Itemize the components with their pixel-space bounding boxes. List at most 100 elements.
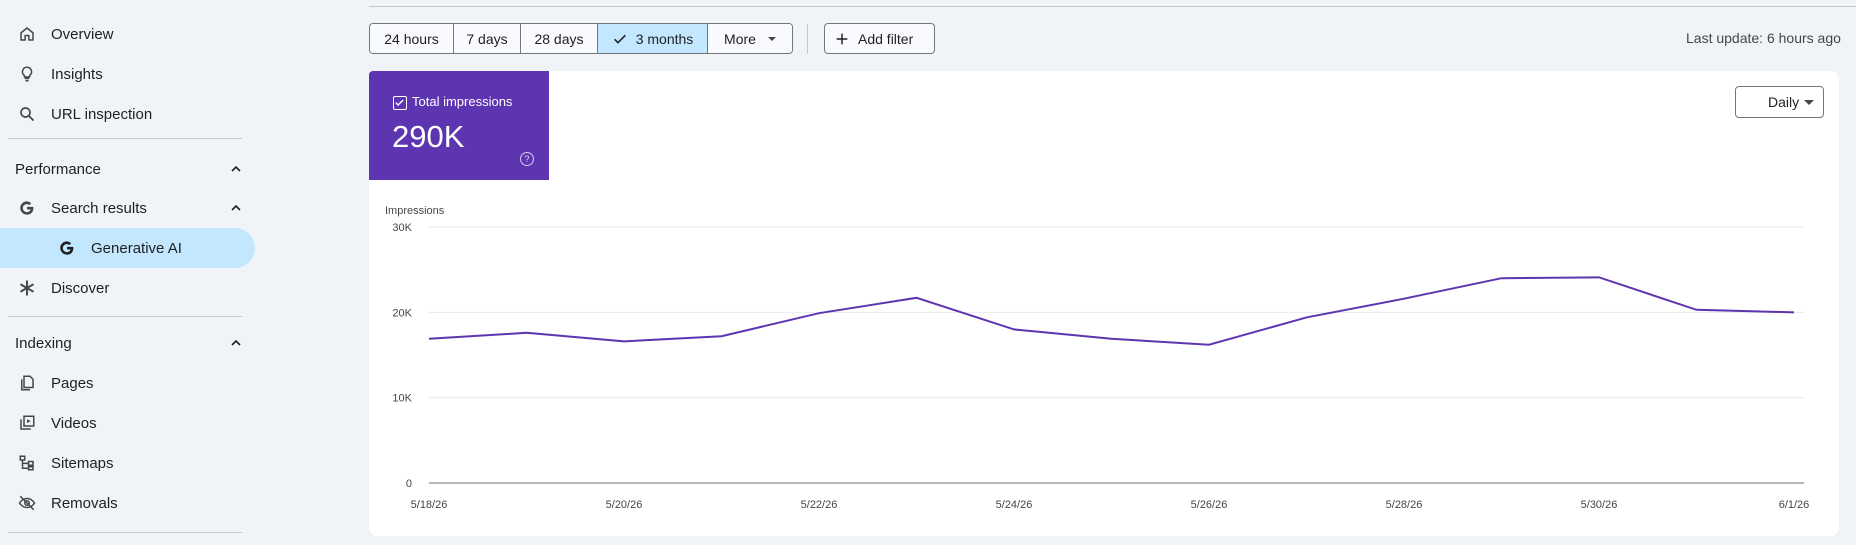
google-g-icon bbox=[17, 198, 37, 218]
range-label: More bbox=[724, 30, 756, 47]
caret-down-icon bbox=[1804, 100, 1814, 105]
sidebar-item-generative-ai[interactable]: Generative AI bbox=[0, 228, 255, 268]
sidebar-item-label: Removals bbox=[51, 494, 118, 512]
top-divider bbox=[369, 6, 1856, 7]
range-label: 7 days bbox=[466, 30, 508, 47]
data-point[interactable] bbox=[1203, 339, 1215, 351]
data-point[interactable] bbox=[423, 333, 435, 345]
range-28-days-button[interactable]: 28 days bbox=[521, 24, 598, 53]
sitemaps-icon bbox=[17, 453, 37, 473]
total-impressions-metric[interactable]: Total impressions 290K ? bbox=[369, 71, 549, 180]
sidebar-item-sitemaps[interactable]: Sitemaps bbox=[0, 443, 255, 483]
asterisk-icon bbox=[17, 278, 37, 298]
data-point[interactable] bbox=[1398, 293, 1410, 305]
range-label: 28 days bbox=[534, 30, 584, 47]
y-tick-label: 0 bbox=[406, 478, 412, 490]
add-filter-label: Add filter bbox=[858, 30, 914, 47]
sidebar-item-removals[interactable]: Removals bbox=[0, 483, 255, 523]
sidebar-item-discover[interactable]: Discover bbox=[0, 268, 255, 308]
data-point[interactable] bbox=[1106, 333, 1118, 345]
sidebar-item-label: Pages bbox=[51, 374, 94, 392]
sidebar-item-label: Search results bbox=[51, 199, 147, 217]
sidebar-item-search-results[interactable]: Search results bbox=[0, 188, 255, 228]
y-axis-label: Impressions bbox=[385, 205, 445, 217]
metric-value: 290K bbox=[392, 119, 465, 154]
check-icon bbox=[613, 34, 626, 44]
sidebar-item-label: Videos bbox=[51, 414, 97, 432]
data-point[interactable] bbox=[521, 327, 533, 339]
x-tick-label: 6/1/26 bbox=[1779, 499, 1810, 511]
sidebar-item-pages[interactable]: Pages bbox=[0, 363, 255, 403]
chevron-up-icon bbox=[231, 339, 241, 346]
data-point[interactable] bbox=[1593, 271, 1605, 283]
section-label: Performance bbox=[15, 160, 101, 178]
data-point[interactable] bbox=[1788, 306, 1800, 318]
sidebar-item-overview[interactable]: Overview bbox=[0, 14, 255, 54]
data-point[interactable] bbox=[911, 292, 923, 304]
x-tick-label: 5/22/26 bbox=[801, 499, 838, 511]
google-g-icon bbox=[57, 238, 77, 258]
data-point[interactable] bbox=[716, 330, 728, 342]
check-icon bbox=[395, 99, 404, 107]
range-more-button[interactable]: More bbox=[708, 24, 792, 53]
section-label: Indexing bbox=[15, 334, 72, 352]
sidebar-item-label: Generative AI bbox=[91, 239, 182, 257]
add-filter-button[interactable]: Add filter bbox=[824, 23, 935, 54]
last-update-text: Last update: 6 hours ago bbox=[1686, 30, 1841, 46]
sidebar-divider bbox=[8, 138, 242, 139]
x-tick-label: 5/18/26 bbox=[411, 499, 448, 511]
sidebar-section-performance[interactable]: Performance bbox=[0, 151, 250, 187]
sidebar-item-videos[interactable]: Videos bbox=[0, 403, 255, 443]
performance-card bbox=[369, 71, 1839, 536]
lightbulb-icon bbox=[17, 64, 37, 84]
range-7-days-button[interactable]: 7 days bbox=[454, 24, 521, 53]
help-icon[interactable]: ? bbox=[520, 152, 534, 166]
chevron-up-icon bbox=[231, 204, 241, 211]
range-label: 3 months bbox=[635, 30, 694, 47]
sidebar-divider bbox=[8, 532, 242, 533]
granularity-label: Daily bbox=[1768, 94, 1800, 110]
data-point[interactable] bbox=[1691, 304, 1703, 316]
y-tick-label: 10K bbox=[392, 393, 412, 405]
sidebar-section-indexing[interactable]: Indexing bbox=[0, 325, 250, 361]
pages-icon bbox=[17, 373, 37, 393]
data-point[interactable] bbox=[1301, 311, 1313, 323]
impressions-chart: Impressions 0 10K 20K 30K 5/18/26 5/20/26 5/2… bbox=[385, 205, 1810, 511]
sidebar-item-label: Discover bbox=[51, 279, 110, 297]
data-point[interactable] bbox=[1008, 323, 1020, 335]
metric-label: Total impressions bbox=[412, 94, 513, 109]
x-tick-label: 5/24/26 bbox=[996, 499, 1033, 511]
sidebar-item-label: Sitemaps bbox=[51, 454, 114, 472]
plus-icon bbox=[836, 33, 848, 45]
x-tick-label: 5/20/26 bbox=[606, 499, 643, 511]
impressions-series-line bbox=[428, 276, 1795, 346]
search-icon bbox=[17, 104, 37, 124]
data-point[interactable] bbox=[813, 307, 825, 319]
y-tick-label: 30K bbox=[392, 222, 412, 234]
range-3-months-button[interactable]: 3 months bbox=[598, 24, 708, 53]
sidebar: Overview Insights URL inspection Perform… bbox=[0, 0, 258, 545]
range-label: 24 hours bbox=[384, 30, 439, 47]
sidebar-item-label: Insights bbox=[51, 65, 103, 83]
toolbar-separator bbox=[807, 24, 808, 54]
sidebar-item-label: URL inspection bbox=[51, 105, 153, 123]
data-point[interactable] bbox=[618, 335, 630, 347]
home-icon bbox=[17, 24, 37, 44]
granularity-dropdown[interactable]: Daily bbox=[1735, 86, 1824, 118]
range-24-hours-button[interactable]: 24 hours bbox=[370, 24, 454, 53]
sidebar-item-label: Overview bbox=[51, 25, 114, 43]
y-tick-label: 20K bbox=[392, 307, 412, 319]
sidebar-divider bbox=[8, 316, 242, 317]
x-tick-label: 5/30/26 bbox=[1581, 499, 1618, 511]
chevron-up-icon bbox=[231, 165, 241, 172]
data-point[interactable] bbox=[1496, 272, 1508, 284]
caret-down-icon bbox=[767, 36, 776, 41]
videos-icon bbox=[17, 413, 37, 433]
sidebar-item-insights[interactable]: Insights bbox=[0, 54, 255, 94]
x-tick-label: 5/26/26 bbox=[1191, 499, 1228, 511]
metric-checkbox[interactable] bbox=[393, 96, 407, 110]
removals-icon bbox=[17, 493, 37, 513]
sidebar-item-url-inspection[interactable]: URL inspection bbox=[0, 94, 255, 134]
date-range-selector: 24 hours 7 days 28 days 3 months More bbox=[369, 23, 793, 54]
x-tick-label: 5/28/26 bbox=[1386, 499, 1423, 511]
